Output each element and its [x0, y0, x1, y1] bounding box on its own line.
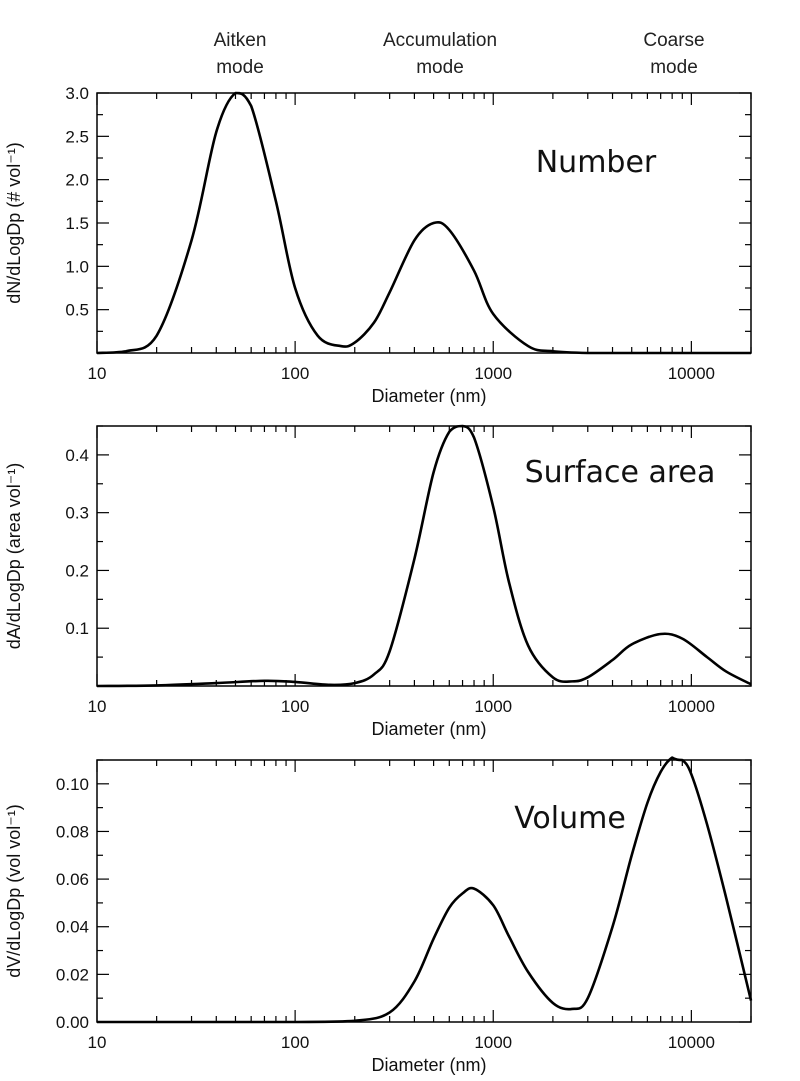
surface-area-panel: 10 100 1000 10000 0.1 0.2 0.3 0.4 Diameter (nm) d… [4, 424, 752, 739]
number-x-tick-label: 10 [88, 364, 107, 383]
coarse-mode-label-line2: mode [650, 57, 698, 78]
number-y-tick-label: 0.5 [65, 301, 89, 320]
aitken-mode-label-line2: mode [216, 57, 264, 78]
number-y-tick-label: 1.5 [65, 214, 89, 233]
mode-labels: Aitken mode Accumulation mode Coarse mod… [214, 30, 705, 78]
surface-area-y-tick-label: 0.2 [65, 561, 89, 580]
surface-area-series-line [96, 424, 752, 688]
number-y-tick-label: 2.5 [65, 127, 89, 146]
number-y-tick-label: 2.0 [65, 171, 89, 190]
volume-x-tick-label: 10 [88, 1033, 107, 1052]
surface-area-panel-title: Surface area [525, 455, 716, 490]
volume-y-tick-label: 0.02 [56, 965, 89, 984]
volume-y-tick-label: 0.10 [56, 775, 89, 794]
number-panel: 10 100 1000 10000 0.5 1.0 1.5 2.0 2.5 3.0 Diameter… [4, 84, 752, 406]
volume-panel: 10 100 1000 10000 0.00 0.02 0.04 0.06 0.08 0.10 Di… [4, 756, 753, 1075]
surface-area-y-tick-label: 0.1 [65, 619, 89, 638]
volume-y-tick-label: 0.06 [56, 870, 89, 889]
accumulation-mode-label-line2: mode [416, 57, 464, 78]
coarse-mode-label-line1: Coarse [643, 30, 704, 51]
number-y-tick-label: 3.0 [65, 84, 89, 103]
number-x-axis-label: Diameter (nm) [371, 386, 486, 406]
surface-area-y-tick-label: 0.4 [65, 446, 89, 465]
volume-y-tick-label: 0.04 [56, 918, 89, 937]
number-x-tick-label: 10000 [668, 364, 715, 383]
volume-panel-title: Volume [514, 801, 626, 836]
accumulation-mode-label-line1: Accumulation [383, 30, 497, 51]
surface-area-x-tick-label: 100 [281, 697, 309, 716]
aitken-mode-label-line1: Aitken [214, 30, 267, 51]
panels: 10 100 1000 10000 0.5 1.0 1.5 2.0 2.5 3.0 Diameter… [4, 84, 753, 1075]
volume-x-tick-label: 100 [281, 1033, 309, 1052]
surface-area-y-tick-label: 0.3 [65, 504, 89, 523]
volume-x-axis-label: Diameter (nm) [371, 1055, 486, 1075]
volume-y-tick-label: 0.00 [56, 1013, 89, 1032]
number-panel-title: Number [536, 145, 657, 180]
surface-area-y-axis-label: dA/dLogDp (area vol⁻¹) [4, 463, 24, 650]
number-y-axis-label: dN/dLogDp (# vol⁻¹) [4, 142, 24, 304]
surface-area-x-tick-label: 10000 [668, 697, 715, 716]
number-y-tick-label: 1.0 [65, 257, 89, 276]
surface-area-plot-frame [96, 425, 752, 687]
volume-x-tick-label: 10000 [668, 1033, 715, 1052]
surface-area-x-tick-label: 1000 [474, 697, 512, 716]
volume-plot-frame [96, 759, 752, 1023]
volume-series-line [97, 756, 753, 1024]
number-series-line [96, 91, 751, 355]
number-x-tick-label: 100 [281, 364, 309, 383]
volume-x-tick-label: 1000 [474, 1033, 512, 1052]
surface-area-x-tick-label: 10 [88, 697, 107, 716]
number-x-tick-label: 1000 [474, 364, 512, 383]
surface-area-x-axis-label: Diameter (nm) [371, 719, 486, 739]
volume-y-axis-label: dV/dLogDp (vol vol⁻¹) [4, 804, 24, 978]
volume-y-tick-label: 0.08 [56, 822, 89, 841]
